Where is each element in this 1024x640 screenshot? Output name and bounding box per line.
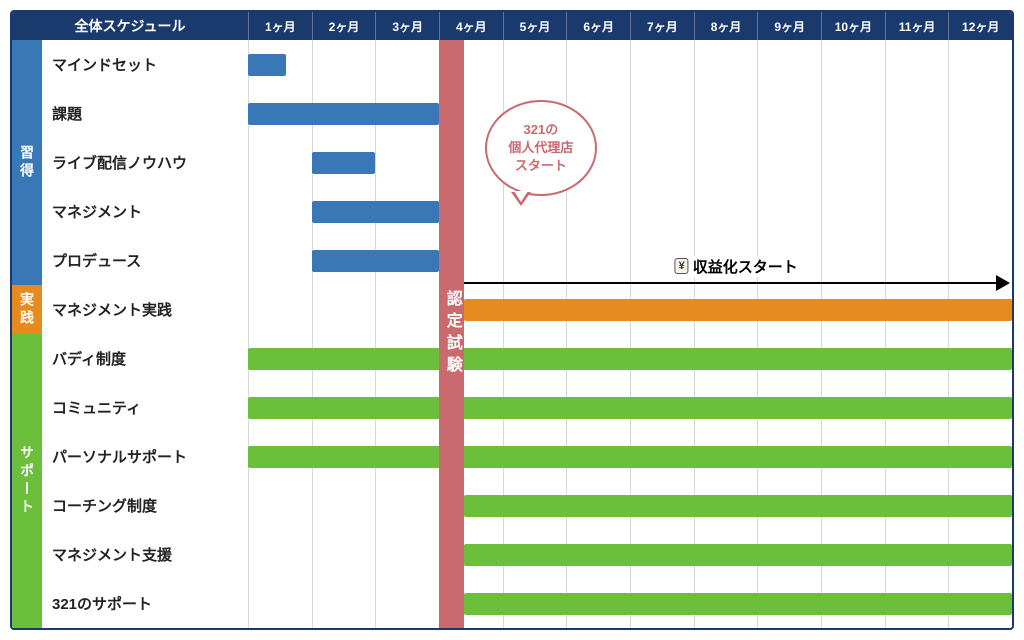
task-label: パーソナルサポート — [42, 432, 248, 481]
callout-bubble: 321の個人代理店スタート — [485, 100, 597, 196]
task-row — [248, 481, 1012, 530]
month-header: 10ヶ月 — [821, 12, 885, 40]
task-row — [248, 89, 1012, 138]
month-headers: 1ヶ月2ヶ月3ヶ月4ヶ月5ヶ月6ヶ月7ヶ月8ヶ月9ヶ月10ヶ月11ヶ月12ヶ月 — [248, 12, 1012, 40]
task-label: マネジメント — [42, 187, 248, 236]
gantt-bar — [248, 103, 439, 125]
task-row — [248, 432, 1012, 481]
task-row — [248, 579, 1012, 628]
gantt-bar — [464, 299, 1012, 321]
month-header: 8ヶ月 — [694, 12, 758, 40]
category-block: 実践 — [12, 285, 42, 334]
category-block: 習得 — [12, 40, 42, 285]
arrow-line — [464, 282, 1008, 284]
task-label: コミュニティ — [42, 383, 248, 432]
month-header: 6ヶ月 — [566, 12, 630, 40]
category-column: 習得実践サポート — [12, 40, 42, 628]
chart-area: 認定試験 321の個人代理店スタート ¥収益化スタート — [248, 40, 1012, 628]
task-label: ライブ配信ノウハウ — [42, 138, 248, 187]
task-label: プロデュース — [42, 236, 248, 285]
task-label-column: マインドセット課題ライブ配信ノウハウマネジメントプロデュースマネジメント実践バデ… — [42, 40, 248, 628]
gantt-bar — [248, 397, 1012, 419]
arrow-label-text: 収益化スタート — [693, 256, 798, 277]
rows-layer — [248, 40, 1012, 628]
schedule-title: 全体スケジュール — [12, 16, 248, 36]
task-row — [248, 334, 1012, 383]
gantt-bar — [312, 152, 376, 174]
body-area: 習得実践サポート マインドセット課題ライブ配信ノウハウマネジメントプロデュースマ… — [12, 40, 1012, 628]
gantt-bar — [312, 250, 439, 272]
task-row — [248, 138, 1012, 187]
month-header: 5ヶ月 — [503, 12, 567, 40]
task-row — [248, 236, 1012, 285]
gantt-bar — [464, 495, 1012, 517]
callout-tail — [511, 192, 531, 206]
task-row — [248, 383, 1012, 432]
gantt-bar — [248, 54, 286, 76]
month-header: 12ヶ月 — [948, 12, 1012, 40]
gantt-bar — [248, 348, 1012, 370]
gantt-bar — [464, 544, 1012, 566]
gantt-chart: 全体スケジュール 1ヶ月2ヶ月3ヶ月4ヶ月5ヶ月6ヶ月7ヶ月8ヶ月9ヶ月10ヶ月… — [10, 10, 1014, 630]
task-label: コーチング制度 — [42, 481, 248, 530]
month-header: 3ヶ月 — [375, 12, 439, 40]
month-header: 9ヶ月 — [757, 12, 821, 40]
gantt-bar — [312, 201, 439, 223]
yen-icon: ¥ — [675, 258, 689, 274]
month-header: 1ヶ月 — [248, 12, 312, 40]
task-row — [248, 40, 1012, 89]
task-row — [248, 530, 1012, 579]
category-block: サポート — [12, 334, 42, 628]
task-row — [248, 285, 1012, 334]
task-label: マインドセット — [42, 40, 248, 89]
header-row: 全体スケジュール 1ヶ月2ヶ月3ヶ月4ヶ月5ヶ月6ヶ月7ヶ月8ヶ月9ヶ月10ヶ月… — [12, 12, 1012, 40]
task-label: 321のサポート — [42, 579, 248, 628]
month-header: 11ヶ月 — [885, 12, 949, 40]
milestone-bar: 認定試験 — [439, 40, 464, 628]
gantt-bar — [464, 593, 1012, 615]
task-row — [248, 187, 1012, 236]
month-header: 4ヶ月 — [439, 12, 503, 40]
arrow-label: ¥収益化スタート — [669, 256, 804, 277]
month-header: 7ヶ月 — [630, 12, 694, 40]
task-label: 課題 — [42, 89, 248, 138]
revenue-arrow: ¥収益化スタート — [464, 282, 1008, 284]
month-header: 2ヶ月 — [312, 12, 376, 40]
task-label: マネジメント実践 — [42, 285, 248, 334]
task-label: バディ制度 — [42, 334, 248, 383]
gantt-bar — [248, 446, 1012, 468]
task-label: マネジメント支援 — [42, 530, 248, 579]
